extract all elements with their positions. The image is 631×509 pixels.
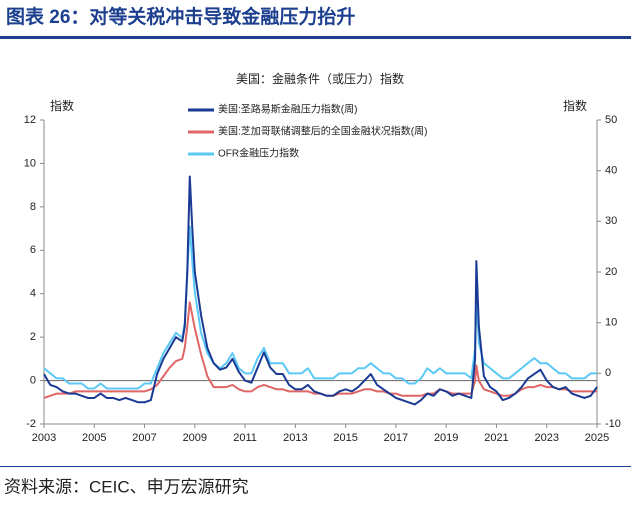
series-line bbox=[43, 225, 597, 390]
y-tick-label: 8 bbox=[30, 201, 36, 213]
x-tick-label: 2021 bbox=[484, 432, 508, 444]
x-tick-label: 2007 bbox=[132, 432, 156, 444]
series-line bbox=[43, 175, 598, 406]
y-tick-label: 10 bbox=[24, 157, 36, 169]
source-note: 资料来源：CEIC、申万宏源研究 bbox=[4, 477, 249, 496]
y2-tick-label: -10 bbox=[605, 418, 621, 430]
y-tick-label: 0 bbox=[30, 374, 36, 386]
legend-label: 美国:圣路易斯金融压力指数(周) bbox=[218, 103, 357, 116]
title-rule bbox=[0, 36, 631, 39]
y2-axis-label: 指数 bbox=[563, 98, 587, 113]
y2-tick-label: 40 bbox=[605, 165, 617, 177]
chart-subtitle: 美国：金融条件（或压力）指数 bbox=[236, 71, 404, 86]
x-tick-label: 2005 bbox=[82, 432, 106, 444]
y-tick-label: 2 bbox=[30, 331, 36, 343]
y-tick-label: 12 bbox=[24, 114, 36, 126]
x-tick-label: 2003 bbox=[32, 432, 56, 444]
legend-label: OFR金融压力指数 bbox=[218, 147, 299, 160]
x-tick-label: 2015 bbox=[333, 432, 357, 444]
x-tick-label: 2009 bbox=[183, 432, 207, 444]
x-tick-label: 2013 bbox=[283, 432, 307, 444]
y2-tick-label: 30 bbox=[605, 215, 617, 227]
y2-tick-label: 50 bbox=[605, 114, 617, 126]
legend-label: 美国:芝加哥联储调整后的全国金融状况指数(周) bbox=[218, 125, 427, 138]
y2-tick-label: 10 bbox=[605, 317, 617, 329]
x-tick-label: 2025 bbox=[585, 432, 609, 444]
y-tick-label: -2 bbox=[26, 418, 36, 430]
y2-tick-label: 0 bbox=[605, 367, 611, 379]
figure-title: 图表 26：对等关税冲击导致金融压力抬升 bbox=[6, 5, 355, 28]
footer-rule bbox=[0, 466, 631, 467]
y-tick-label: 4 bbox=[30, 288, 36, 300]
y2-tick-label: 20 bbox=[605, 266, 617, 278]
x-tick-label: 2017 bbox=[384, 432, 408, 444]
series-line bbox=[43, 301, 597, 399]
x-tick-label: 2019 bbox=[434, 432, 458, 444]
y-tick-label: 6 bbox=[30, 244, 36, 256]
x-tick-label: 2023 bbox=[534, 432, 558, 444]
y-axis-label: 指数 bbox=[50, 98, 74, 113]
x-tick-label: 2011 bbox=[233, 432, 257, 444]
